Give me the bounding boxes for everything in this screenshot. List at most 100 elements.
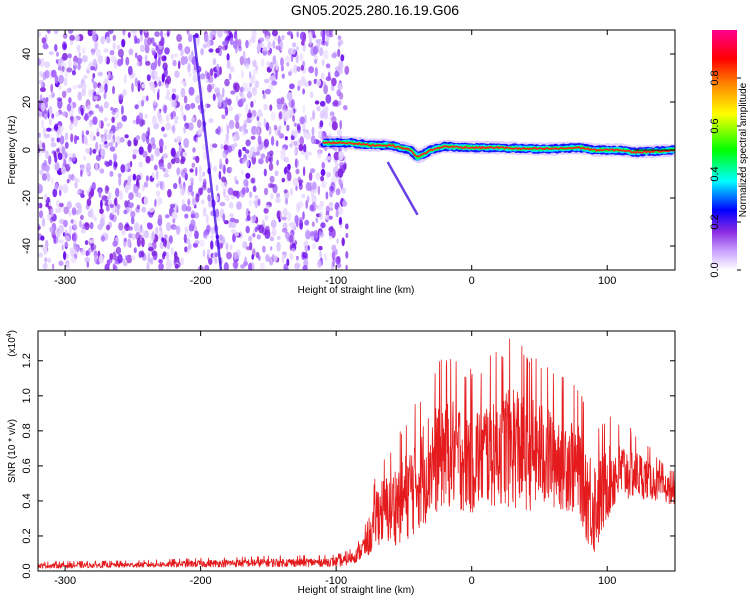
noise-cell	[337, 206, 344, 216]
noise-cell	[164, 214, 170, 219]
noise-cell	[91, 49, 96, 56]
colorbar: 0.0 0.2 0.4 0.6 0.8 Normalized spectral ampl…	[709, 30, 749, 278]
noise-cell	[66, 179, 70, 184]
y-tick-label: 20	[21, 96, 33, 108]
noise-cell	[61, 111, 68, 117]
noise-cell	[172, 59, 177, 67]
colorbar-tick-label: 0.8	[709, 70, 721, 85]
noise-cell	[61, 65, 65, 72]
noise-cell	[328, 215, 333, 220]
noise-cell	[134, 35, 137, 44]
noise-cell	[284, 55, 290, 65]
noise-cell	[120, 164, 126, 173]
noise-cell	[42, 262, 48, 270]
noise-cell	[179, 188, 184, 196]
noise-cell	[174, 263, 179, 269]
noise-cell	[229, 37, 234, 46]
noise-cell	[211, 83, 215, 90]
noise-cell	[166, 89, 171, 97]
noise-cell	[165, 122, 172, 131]
noise-cell	[128, 226, 133, 231]
noise-cell	[264, 215, 269, 221]
chart-title: GN05.2025.280.16.19.G06	[291, 2, 459, 18]
noise-cell	[39, 169, 44, 176]
noise-cell	[127, 175, 131, 186]
noise-cell	[183, 114, 187, 122]
noise-cell	[63, 219, 68, 228]
noise-cell	[236, 95, 239, 103]
noise-cell	[172, 218, 176, 224]
noise-cell	[141, 206, 147, 213]
noise-cell	[232, 233, 236, 243]
noise-cell	[268, 156, 272, 162]
noise-cell	[177, 60, 181, 70]
noise-cell	[270, 192, 274, 200]
noise-cell	[314, 204, 319, 209]
noise-cell	[110, 106, 114, 111]
noise-cell	[202, 207, 207, 217]
noise-cell	[66, 103, 72, 112]
noise-cell	[342, 200, 348, 207]
noise-cell	[190, 219, 196, 229]
y-tick-label: 1.2	[21, 353, 33, 368]
noise-cell	[69, 123, 73, 131]
noise-cell	[226, 125, 230, 135]
noise-cell	[212, 58, 217, 65]
noise-cell	[145, 175, 149, 182]
noise-cell	[104, 160, 108, 166]
noise-cell	[200, 48, 204, 56]
noise-cell	[257, 198, 261, 206]
noise-cell	[338, 178, 342, 186]
noise-cell	[63, 77, 68, 87]
noise-cell	[76, 57, 83, 65]
noise-cell	[183, 95, 188, 104]
noise-cell	[304, 219, 310, 226]
noise-cell	[251, 254, 254, 260]
noise-cell	[317, 150, 322, 159]
noise-cell	[165, 114, 170, 122]
noise-cell	[118, 222, 124, 231]
spectrogram-y-label: Frequency (Hz)	[7, 116, 18, 185]
noise-cell	[295, 54, 299, 64]
noise-cell	[206, 225, 211, 233]
noise-cell	[308, 66, 314, 74]
noise-cell	[72, 176, 77, 182]
noise-cell	[336, 89, 342, 97]
noise-cell	[84, 240, 89, 246]
noise-cell	[215, 48, 220, 54]
noise-cell	[215, 195, 219, 202]
noise-cell	[337, 82, 343, 91]
noise-cell	[49, 118, 52, 126]
noise-cell	[265, 35, 271, 42]
noise-cell	[180, 257, 184, 266]
noise-cell	[208, 75, 214, 84]
noise-cell	[185, 205, 192, 212]
noise-cell	[151, 50, 157, 56]
noise-cell	[173, 53, 179, 58]
noise-cell	[149, 207, 154, 213]
noise-cell	[83, 74, 88, 80]
noise-cell	[268, 162, 274, 171]
noise-cell	[227, 145, 233, 153]
noise-cell	[161, 237, 165, 243]
noise-cell	[44, 113, 48, 120]
noise-cell	[345, 233, 349, 238]
noise-cell	[326, 171, 330, 179]
noise-cell	[234, 114, 240, 122]
noise-cell	[40, 102, 46, 112]
noise-cell	[41, 119, 44, 129]
noise-cell	[128, 192, 134, 201]
noise-cell	[263, 168, 267, 177]
noise-cell	[245, 87, 251, 93]
noise-cell	[93, 81, 98, 89]
noise-cell	[152, 100, 157, 106]
noise-cell	[48, 201, 52, 207]
noise-cell	[215, 184, 219, 192]
noise-cell	[170, 53, 174, 60]
noise-cell	[250, 135, 256, 140]
noise-cell	[329, 189, 333, 198]
noise-cell	[334, 66, 341, 72]
x-tick-label: -200	[190, 275, 212, 287]
snr-y-label: SNR (10 * v/v)	[7, 419, 18, 483]
noise-cell	[198, 165, 202, 175]
